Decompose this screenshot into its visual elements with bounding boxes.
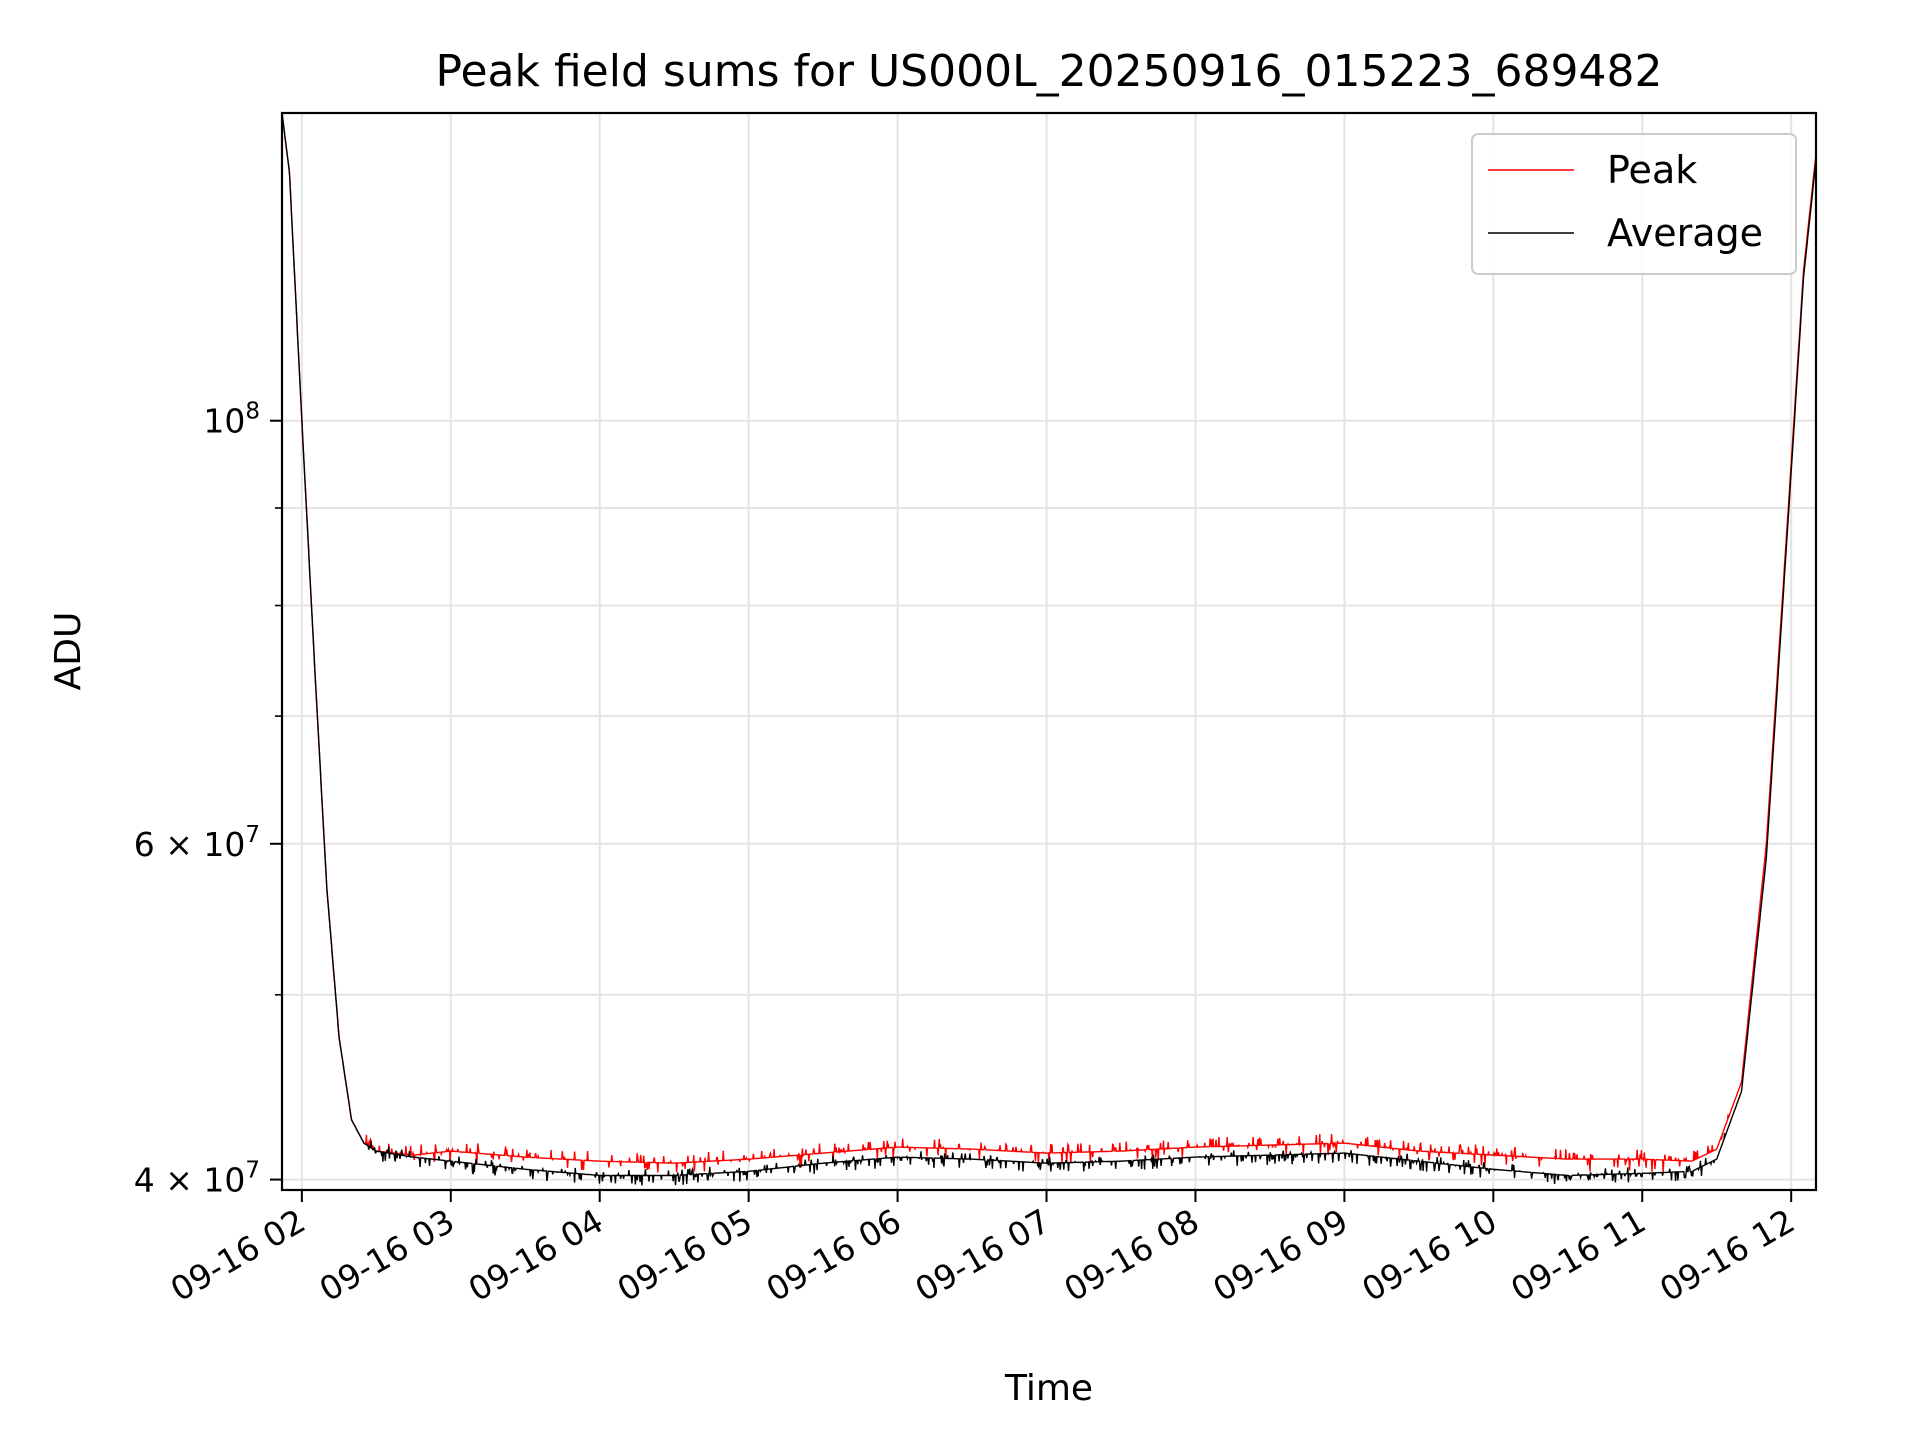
chart-title: Peak field sums for US000L_20250916_0152… (436, 46, 1663, 97)
y-tick-label: 4 × 107 (134, 1158, 260, 1200)
y-tick-label: 108 (203, 399, 260, 441)
legend-label-average: Average (1607, 211, 1763, 255)
series-layer (282, 113, 1816, 1186)
legend-box (1471, 133, 1797, 275)
series-line-average (282, 113, 1816, 1186)
y-tick-label: 6 × 107 (134, 822, 260, 864)
grid (282, 113, 1816, 1190)
legend-label-peak: Peak (1607, 148, 1697, 192)
plot-frame (280, 111, 1818, 1192)
x-axis-label: Time (1004, 1368, 1093, 1409)
y-axis-label: ADU (48, 612, 89, 691)
legend: Peak Average (1471, 133, 1797, 275)
plot-area (282, 113, 1816, 1190)
